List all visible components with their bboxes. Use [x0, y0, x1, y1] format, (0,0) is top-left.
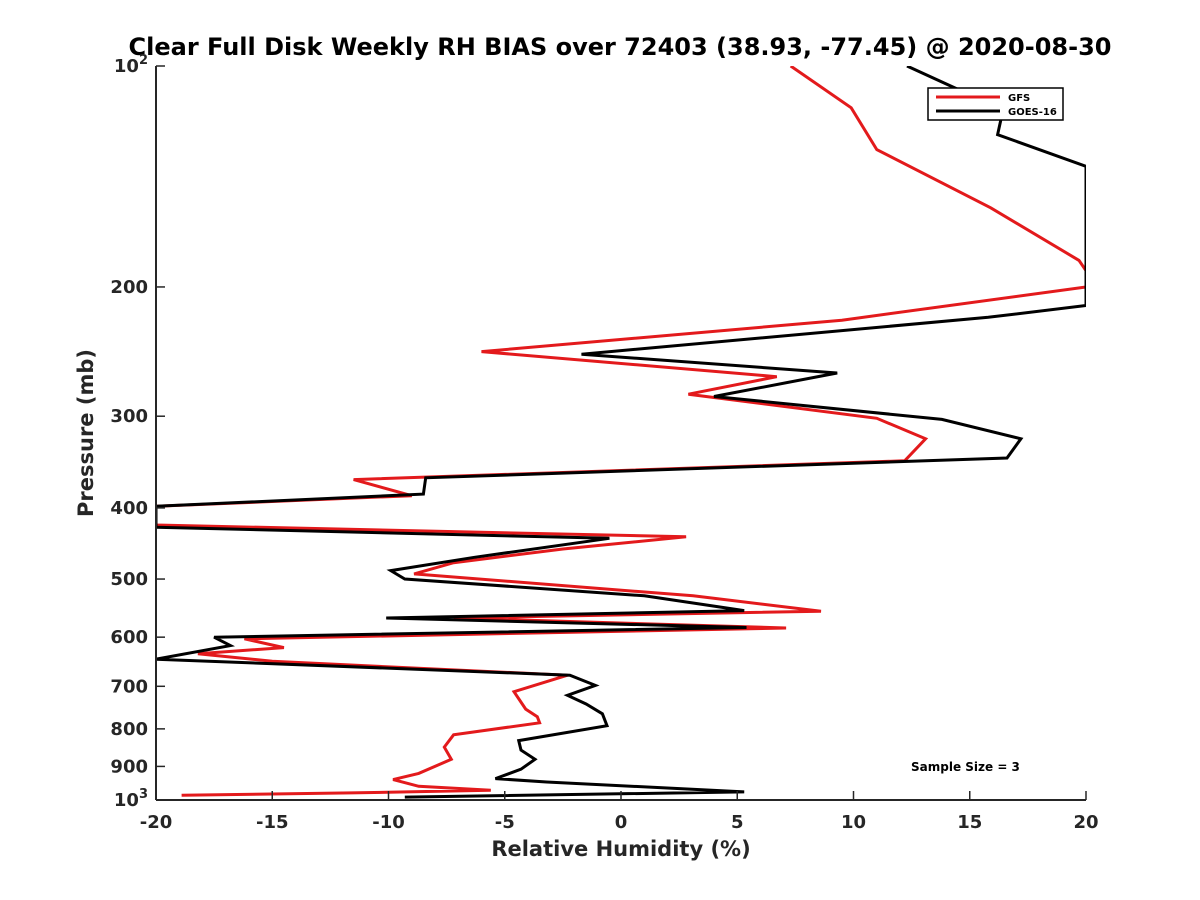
y-tick-label: 700 — [110, 676, 148, 697]
x-axis-label: Relative Humidity (%) — [491, 837, 750, 861]
y-tick-exponent: 2 — [139, 53, 148, 68]
y-tick-label: 102 — [114, 53, 148, 77]
x-tick-label: 15 — [957, 812, 982, 833]
x-tick-label: -20 — [140, 812, 173, 833]
y-tick-label: 800 — [110, 719, 148, 740]
x-tick-label: -5 — [495, 812, 515, 833]
legend-label: GFS — [1008, 93, 1030, 104]
chart-title: Clear Full Disk Weekly RH BIAS over 7240… — [129, 33, 1112, 61]
y-tick-exponent: 3 — [139, 787, 148, 802]
x-tick-label: -15 — [256, 812, 289, 833]
x-tick-label: -10 — [372, 812, 405, 833]
legend-label: GOES-16 — [1008, 107, 1057, 118]
series-layer — [156, 66, 1086, 799]
x-tick-label: 0 — [615, 812, 628, 833]
y-tick-base: 10 — [114, 790, 139, 811]
x-tick-label: 10 — [841, 812, 866, 833]
y-tick-label: 300 — [110, 406, 148, 427]
y-tick-base: 10 — [114, 56, 139, 77]
sample-size-annotation: Sample Size = 3 — [911, 760, 1020, 774]
y-tick-label: 900 — [110, 756, 148, 777]
series-line-goes-16 — [156, 66, 1086, 799]
y-tick-label: 600 — [110, 627, 148, 648]
y-tick-label: 500 — [110, 569, 148, 590]
y-axis-label: Pressure (mb) — [74, 349, 98, 517]
legend: GFS GOES-16 — [927, 87, 1064, 121]
x-tick-label: 20 — [1073, 812, 1098, 833]
series-line-gfs — [156, 66, 1086, 797]
y-tick-label: 400 — [110, 498, 148, 519]
legend-box — [927, 87, 1064, 121]
y-tick-label: 200 — [110, 277, 148, 298]
x-tick-label: 5 — [731, 812, 744, 833]
x-ticks: -20 -15 -10 -5 0 5 10 15 20 — [140, 791, 1099, 833]
y-tick-label: 103 — [114, 787, 148, 811]
